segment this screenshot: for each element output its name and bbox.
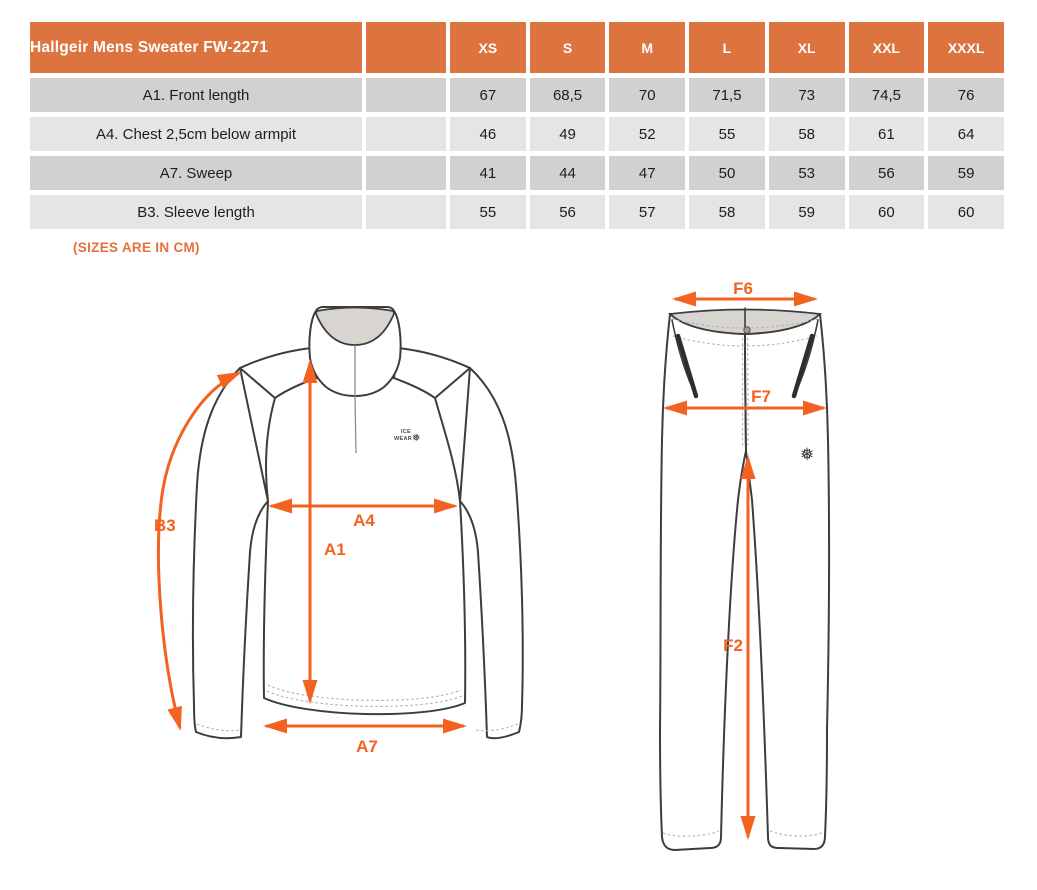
row-label: A7. Sweep bbox=[30, 156, 362, 190]
size-value-cell: 59 bbox=[768, 195, 845, 229]
row-label: B3. Sleeve length bbox=[30, 195, 362, 229]
size-value-cell: 46 bbox=[450, 117, 526, 151]
size-value-cell: 49 bbox=[529, 117, 606, 151]
size-header-xs: XS bbox=[450, 22, 526, 73]
size-value-cell: 52 bbox=[609, 117, 686, 151]
row-spacer-cell bbox=[366, 78, 446, 112]
size-header-xl: XL bbox=[768, 22, 845, 73]
table-row-front-length: A1. Front length 67 68,5 70 71,5 73 74,5… bbox=[30, 78, 1004, 112]
size-value-cell: 76 bbox=[928, 78, 1004, 112]
size-value-cell: 55 bbox=[450, 195, 526, 229]
a1-label: A1 bbox=[324, 540, 346, 559]
sweater-diagram: ICE WEAR ❅ B3 A4 A1 A7 bbox=[154, 306, 524, 756]
f2-label: F2 bbox=[723, 636, 743, 655]
size-value-cell: 56 bbox=[529, 195, 606, 229]
size-value-cell: 47 bbox=[609, 156, 686, 190]
f7-label: F7 bbox=[751, 387, 771, 406]
table-row-sweep: A7. Sweep 41 44 47 50 53 56 59 bbox=[30, 156, 1004, 190]
row-spacer-cell bbox=[366, 117, 446, 151]
snowflake-icon: ❅ bbox=[800, 445, 814, 465]
size-value-cell: 71,5 bbox=[689, 78, 765, 112]
size-value-cell: 73 bbox=[768, 78, 845, 112]
f6-label: F6 bbox=[733, 280, 753, 298]
a7-label: A7 bbox=[356, 737, 378, 756]
size-value-cell: 60 bbox=[928, 195, 1004, 229]
a4-label: A4 bbox=[353, 511, 375, 530]
size-value-cell: 44 bbox=[529, 156, 606, 190]
b3-sleeve-arrow bbox=[156, 371, 242, 731]
size-value-cell: 57 bbox=[609, 195, 686, 229]
size-value-cell: 58 bbox=[768, 117, 845, 151]
size-header-s: S bbox=[529, 22, 606, 73]
icewear-logo: ICE WEAR ❅ bbox=[394, 429, 420, 444]
size-value-cell: 58 bbox=[689, 195, 765, 229]
size-header-m: M bbox=[609, 22, 686, 73]
size-header-l: L bbox=[689, 22, 765, 73]
size-value-cell: 64 bbox=[928, 117, 1004, 151]
pants-diagram: ❅ F6 F7 F2 bbox=[659, 280, 831, 851]
size-value-cell: 53 bbox=[768, 156, 845, 190]
table-title: Hallgeir Mens Sweater FW-2271 bbox=[30, 22, 362, 73]
size-value-cell: 50 bbox=[689, 156, 765, 190]
size-value-cell: 55 bbox=[689, 117, 765, 151]
b3-label: B3 bbox=[154, 516, 176, 535]
svg-text:ICE: ICE bbox=[401, 429, 411, 435]
size-value-cell: 60 bbox=[848, 195, 925, 229]
snowflake-icon: ❅ bbox=[412, 433, 420, 444]
size-value-cell: 59 bbox=[928, 156, 1004, 190]
size-header-xxl: XXL bbox=[848, 22, 925, 73]
svg-text:WEAR: WEAR bbox=[394, 436, 412, 442]
size-value-cell: 74,5 bbox=[848, 78, 925, 112]
waist-button bbox=[743, 326, 751, 334]
row-spacer-cell bbox=[366, 195, 446, 229]
table-spacer-header bbox=[366, 22, 446, 73]
size-value-cell: 61 bbox=[848, 117, 925, 151]
size-value-cell: 67 bbox=[450, 78, 526, 112]
table-header-row: Hallgeir Mens Sweater FW-2271 XS S M L X… bbox=[30, 22, 1004, 73]
size-value-cell: 56 bbox=[848, 156, 925, 190]
table-row-chest: A4. Chest 2,5cm below armpit 46 49 52 55… bbox=[30, 117, 1004, 151]
table-row-sleeve-length: B3. Sleeve length 55 56 57 58 59 60 60 bbox=[30, 195, 1004, 229]
size-value-cell: 68,5 bbox=[529, 78, 606, 112]
size-chart-table: Hallgeir Mens Sweater FW-2271 XS S M L X… bbox=[26, 17, 1008, 234]
size-value-cell: 70 bbox=[609, 78, 686, 112]
size-value-cell: 41 bbox=[450, 156, 526, 190]
row-label: A4. Chest 2,5cm below armpit bbox=[30, 117, 362, 151]
units-note: (SIZES ARE IN CM) bbox=[73, 240, 200, 255]
size-header-xxxl: XXXL bbox=[928, 22, 1004, 73]
pants-outline bbox=[659, 307, 831, 851]
row-spacer-cell bbox=[366, 156, 446, 190]
row-label: A1. Front length bbox=[30, 78, 362, 112]
